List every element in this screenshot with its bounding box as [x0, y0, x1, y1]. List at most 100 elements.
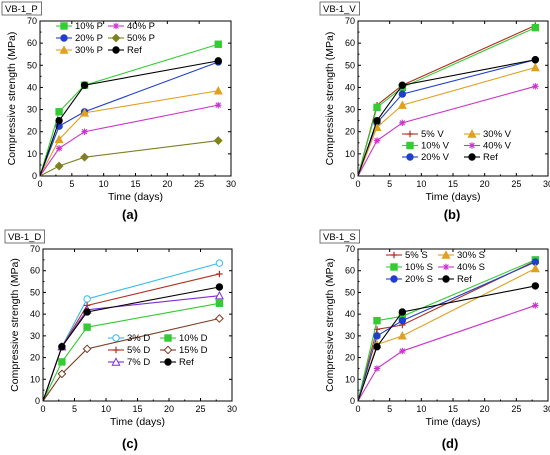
x-tick-label: 15 [448, 179, 458, 189]
series-line [42, 302, 220, 402]
series-3-d [42, 259, 224, 402]
legend-label: 50% P [127, 33, 155, 44]
legend-label: 10% S [405, 262, 433, 273]
legend-label: 10% V [421, 141, 450, 152]
data-point [213, 136, 223, 145]
data-point [80, 152, 89, 162]
panel-title-frame [1, 1, 42, 16]
panel-title-box: VB-1_D [4, 229, 45, 244]
legend-swatch-marker [467, 129, 477, 138]
x-axis-title: Time (days) [108, 191, 163, 203]
legend-label: 30% P [75, 45, 103, 56]
legend-label: 30% V [483, 129, 512, 140]
legend-swatch-marker [112, 334, 120, 342]
panel-title-box: VB-1_V [319, 1, 360, 16]
legend-swatch-marker [468, 142, 476, 149]
legend-label: 10% D [179, 333, 208, 344]
data-point [215, 283, 224, 291]
y-tick-label: 70 [30, 244, 40, 254]
panel-title: VB-1_D [8, 232, 41, 243]
data-point [398, 81, 407, 89]
series-line [39, 104, 219, 177]
legend-item: 5% D [108, 345, 150, 356]
data-point [397, 100, 407, 109]
y-tick-label: 60 [27, 38, 37, 48]
x-tick-label: 30 [543, 179, 550, 189]
data-point [213, 85, 223, 95]
data-point [58, 343, 66, 351]
x-tick-label: 10 [101, 404, 111, 414]
legend-item: 20% S [386, 274, 433, 285]
y-tick-label: 70 [345, 16, 355, 26]
legend-swatch-marker [112, 46, 120, 54]
x-tick-label: 20 [480, 179, 490, 189]
series-40-p [39, 101, 222, 177]
y-axis-title: Compressive strength (MPa) [324, 258, 336, 392]
data-point [373, 343, 381, 351]
x-axis-title: Time (days) [425, 191, 480, 203]
x-tick-label: 15 [130, 179, 140, 189]
legend-label: 10% P [75, 21, 103, 32]
series-ref [42, 283, 224, 402]
data-point [83, 295, 91, 303]
data-point [373, 116, 381, 125]
legend-label: 20% V [421, 152, 450, 163]
legend-swatch-marker [406, 141, 414, 150]
data-point [398, 90, 407, 98]
series-line [357, 285, 536, 402]
data-point [81, 128, 88, 135]
panel-title-frame [319, 229, 360, 244]
series-10-v [357, 23, 540, 177]
x-tick-label: 25 [511, 179, 521, 189]
series-line [357, 268, 536, 402]
legend-swatch-marker [59, 45, 69, 54]
series-ref [39, 57, 222, 177]
x-tick-label: 30 [226, 179, 236, 189]
series-line [39, 43, 219, 177]
legend: 10% P 40% P 20% P 50% P 30% P Ref [56, 21, 155, 56]
data-point [530, 263, 540, 273]
legend: 5% S 30% S 10% S 40% S 20% S Ref [386, 250, 485, 285]
legend-item: 50% P [108, 33, 155, 44]
legend-label: Ref [127, 45, 142, 56]
y-tick-label: 0 [35, 396, 40, 406]
x-tick-label: 25 [195, 404, 205, 414]
legend-swatch-marker [390, 251, 398, 259]
legend-label: 20% S [405, 274, 433, 285]
legend-swatch-marker [406, 153, 414, 161]
panel-title-box: VB-1_S [319, 229, 360, 244]
series-line [357, 66, 536, 177]
legend-item: 30% V [464, 129, 512, 140]
y-tick-label: 50 [345, 60, 355, 70]
data-point [55, 116, 63, 125]
plot-area-frame [42, 248, 233, 402]
plot-area-frame [357, 248, 549, 402]
series-50-p [39, 136, 223, 177]
legend-item: 10% V [402, 141, 450, 152]
data-point [55, 145, 63, 152]
x-tick-label: 25 [511, 404, 521, 414]
legend-item: Ref [464, 152, 498, 163]
legend-item: 30% S [438, 250, 485, 261]
x-tick-label: 0 [355, 179, 360, 189]
y-tick-label: 60 [30, 266, 40, 276]
y-tick-label: 70 [27, 16, 37, 26]
legend-label: Ref [179, 357, 194, 368]
data-point [214, 40, 222, 48]
data-point [55, 108, 63, 116]
chart-panel-4: 0 5 10 15 20 25 30 0 10 20 30 40 50 60 70 Time (days) Co… [319, 229, 550, 451]
x-tick-label: 0 [40, 404, 45, 414]
data-point [58, 358, 66, 366]
y-tick-label: 40 [30, 309, 40, 319]
panel-title: VB-1_P [5, 4, 38, 15]
legend-item: 15% D [160, 345, 208, 356]
legend-swatch-marker [164, 358, 172, 366]
data-point [83, 308, 91, 316]
data-point [399, 347, 406, 355]
plot-area-frame [357, 20, 549, 177]
legend-swatch-marker [442, 275, 450, 283]
y-tick-label: 10 [345, 149, 355, 159]
legend-item: 3% D [108, 333, 150, 344]
legend-swatch-marker [406, 130, 414, 138]
